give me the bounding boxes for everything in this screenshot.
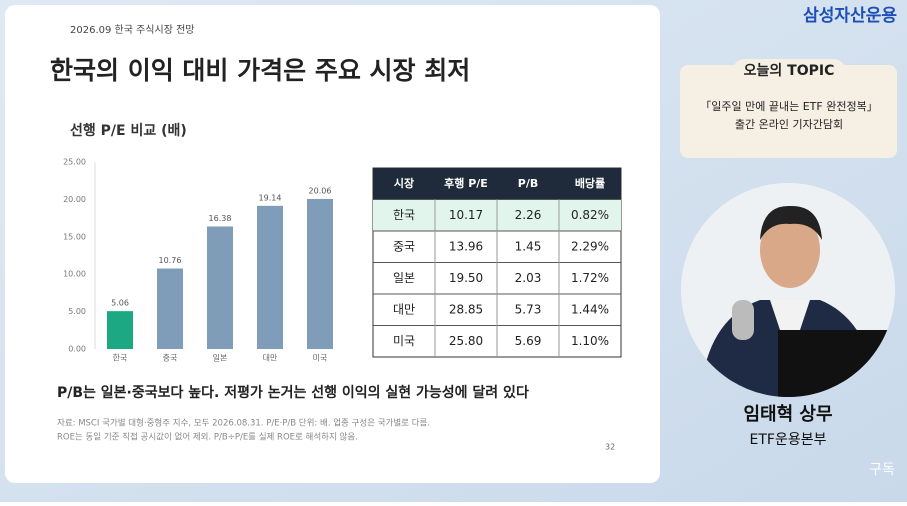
bar <box>307 198 333 349</box>
x-tick-label: 대만 <box>263 354 278 363</box>
topic-line: 「일주일 만에 끝내는 ETF 완전정복」 <box>700 99 877 113</box>
table-cell: 2.03 <box>515 271 542 285</box>
table-cell: 미국 <box>393 334 415 348</box>
table-header-bg <box>373 168 621 200</box>
table-cell: 28.85 <box>449 302 483 316</box>
table-cell: 5.73 <box>515 302 542 316</box>
y-tick-label: 20.00 <box>63 195 86 204</box>
value-label: 5.06 <box>111 299 129 308</box>
table-header: 배당률 <box>575 176 605 190</box>
table-cell: 1.44% <box>571 302 609 316</box>
y-tick-label: 5.00 <box>68 307 86 316</box>
value-label: 20.06 <box>309 186 332 195</box>
topic-line: 출간 온라인 기자간담회 <box>735 118 843 131</box>
table-cell: 1.10% <box>571 334 609 348</box>
bar <box>257 205 283 349</box>
slide-subtitle: P/B는 일본·중국보다 높다. 저평가 논거는 선행 이익의 실현 가능성에 … <box>57 384 529 401</box>
table-header: 시장 <box>394 176 414 190</box>
y-tick-label: 15.00 <box>63 232 86 241</box>
speaker-name: 임태혁 상무 <box>743 403 832 425</box>
table-cell: 0.82% <box>571 208 609 222</box>
value-label: 16.38 <box>209 214 232 223</box>
table-cell: 대만 <box>393 302 415 316</box>
table-cell: 5.69 <box>515 334 542 348</box>
table-cell: 10.17 <box>449 208 483 222</box>
table-header: 후행 P/E <box>444 176 488 190</box>
x-tick-label: 일본 <box>213 354 228 363</box>
x-tick-label: 한국 <box>113 354 128 363</box>
y-tick-label: 25.00 <box>63 158 86 167</box>
brand: 삼성자산운용 <box>803 6 897 26</box>
value-label: 10.76 <box>159 256 182 265</box>
table-cell: 2.26 <box>515 208 542 222</box>
x-tick-label: 미국 <box>313 354 328 363</box>
y-tick-label: 0.00 <box>68 345 86 354</box>
source-note: 자료: MSCI 국가별 대형·중형주 지수, 모두 2026.08.31. P… <box>57 418 430 429</box>
chart-title: 선행 P/E 비교 (배) <box>70 123 187 139</box>
bar <box>207 226 233 349</box>
table-header: P/B <box>518 177 538 190</box>
topic-tab <box>733 59 845 81</box>
table-cell: 중국 <box>393 239 415 253</box>
x-tick-label: 중국 <box>163 354 178 363</box>
table-cell: 한국 <box>393 208 415 222</box>
speaker-video <box>681 183 895 397</box>
topic-heading: 오늘의 TOPIC <box>744 62 835 79</box>
table-cell: 1.45 <box>515 239 542 253</box>
topic-card <box>680 65 897 158</box>
speaker-role: ETF운용본부 <box>750 432 827 448</box>
slide-title: 한국의 이익 대비 가격은 주요 시장 최저 <box>50 56 470 85</box>
bar <box>157 268 183 349</box>
bar <box>107 311 133 349</box>
table-cell: 13.96 <box>449 239 483 253</box>
table-cell: 1.72% <box>571 271 609 285</box>
subscribe-button[interactable]: 구독 <box>869 462 895 478</box>
table-cell: 25.80 <box>449 334 483 348</box>
y-tick-label: 10.00 <box>63 270 86 279</box>
table-cell: 2.29% <box>571 239 609 253</box>
value-label: 19.14 <box>259 193 282 202</box>
table-cell: 19.50 <box>449 271 483 285</box>
page-number: 32 <box>605 443 615 452</box>
slide-date: 2026.09 한국 주식시장 전망 <box>70 24 195 36</box>
table-cell: 일본 <box>393 271 415 285</box>
source-note: ROE는 동일 기준 직접 공시값이 없어 제외. P/B÷P/E를 실제 RO… <box>57 432 358 443</box>
